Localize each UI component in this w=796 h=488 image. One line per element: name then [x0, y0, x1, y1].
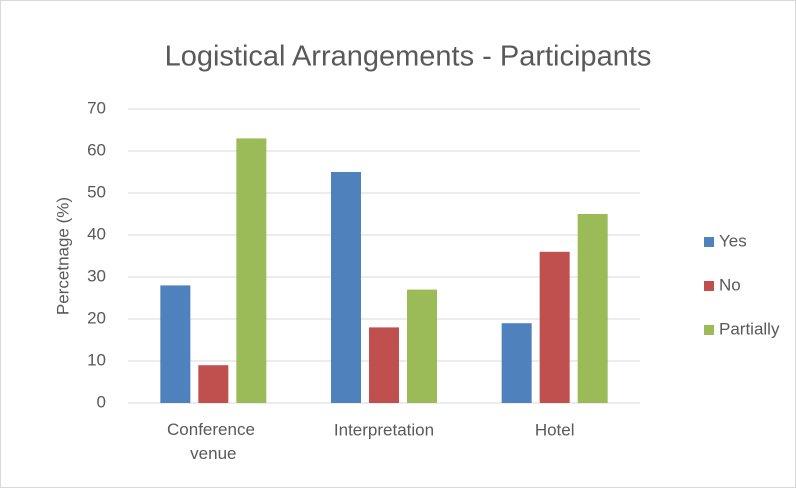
bar: [539, 251, 570, 403]
legend-label: Yes: [719, 231, 747, 250]
y-tick-label: 70: [87, 98, 106, 117]
y-tick-label: 20: [87, 308, 106, 327]
legend-swatch: [704, 325, 714, 335]
chart-title: Logistical Arrangements - Participants: [165, 41, 652, 73]
legend-label: No: [719, 275, 741, 294]
bar: [501, 323, 532, 403]
x-tick-label: Interpretation: [334, 420, 434, 439]
y-tick-label: 0: [97, 392, 106, 411]
y-axis-label: Percetnage (%): [53, 197, 72, 315]
bar: [331, 172, 361, 403]
bar: [198, 365, 229, 403]
bar: [369, 327, 399, 403]
y-tick-label: 10: [87, 350, 106, 369]
y-tick-label: 60: [87, 140, 106, 159]
bar: [160, 285, 191, 403]
y-tick-label: 30: [87, 266, 106, 285]
y-tick-label: 50: [87, 182, 106, 201]
legend-label: Partially: [719, 319, 780, 338]
bar: [577, 214, 608, 403]
legend-swatch: [704, 281, 714, 291]
x-tick-label: Hotel: [535, 420, 575, 439]
bar: [407, 289, 437, 403]
x-tick-label: Conference venue: [167, 420, 260, 463]
legend-swatch: [704, 237, 714, 247]
bar: [236, 138, 267, 403]
y-tick-label: 40: [87, 224, 106, 243]
